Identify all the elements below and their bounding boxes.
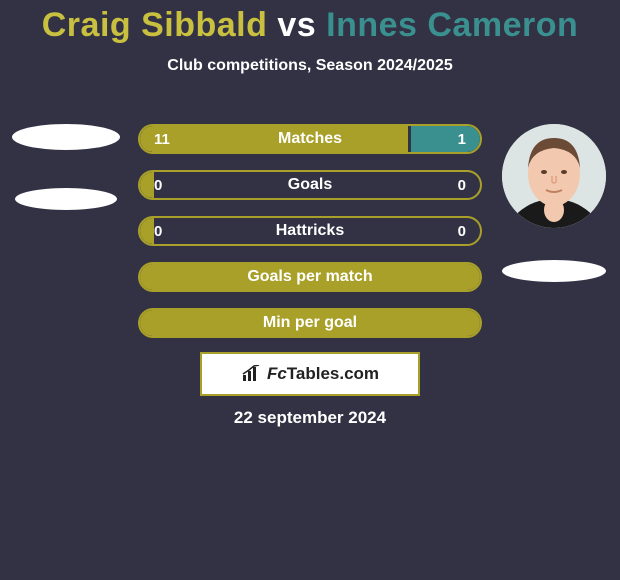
player1-name: Craig Sibbald [42,6,268,44]
comparison-title: Craig Sibbald vs Innes Cameron [0,0,620,45]
subtitle: Club competitions, Season 2024/2025 [0,57,620,75]
stats-bars: 111Matches 00Goals 00Hattricks Goals per ma… [138,124,482,354]
date-text: 22 september 2024 [0,408,620,428]
brand-text: FcTables.com [267,364,379,384]
player2-side [494,124,614,282]
stat-row: 111Matches [138,124,482,154]
player1-placeholder-2 [15,188,117,210]
player1-side [6,124,126,210]
stat-label: Matches [140,126,480,152]
stat-row: Min per goal [138,308,482,338]
bar-chart-icon [241,365,263,383]
stat-label: Min per goal [140,310,480,336]
brand-fc: Fc [267,364,287,384]
brand-dotcom: .com [339,364,379,384]
player2-avatar [502,124,606,228]
vs-text: vs [277,6,316,44]
player2-name: Innes Cameron [326,6,578,44]
player2-placeholder [502,260,606,282]
stat-row: 00Hattricks [138,216,482,246]
avatar-icon [502,124,606,228]
stat-label: Goals per match [140,264,480,290]
stat-row: 00Goals [138,170,482,200]
player1-placeholder-1 [12,124,120,150]
brand-tables: Tables [287,364,340,384]
stat-label: Hattricks [140,218,480,244]
brand-box-inner: FcTables.com [202,354,418,394]
stat-row: Goals per match [138,262,482,292]
stat-label: Goals [140,172,480,198]
brand-box: FcTables.com [200,352,420,396]
